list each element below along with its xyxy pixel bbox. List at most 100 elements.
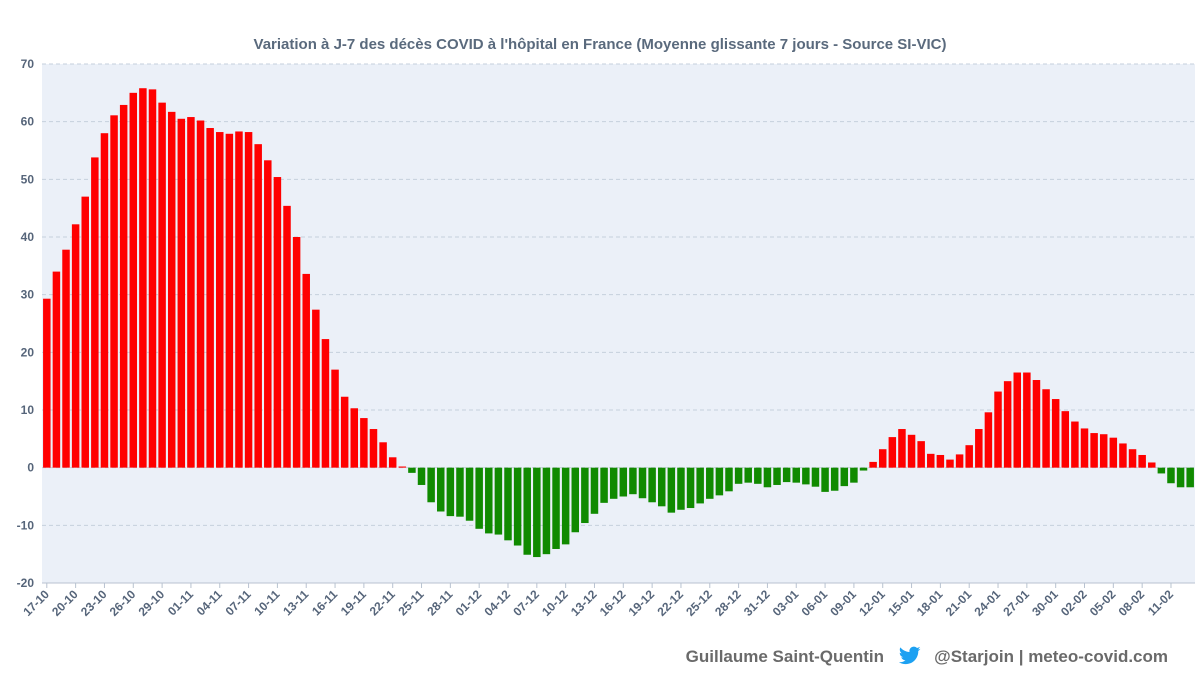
bar bbox=[283, 205, 291, 468]
bar bbox=[917, 441, 925, 468]
x-tick-label: 09-01 bbox=[827, 587, 859, 619]
bar bbox=[62, 249, 70, 468]
x-tick-label: 26-10 bbox=[107, 587, 139, 619]
bar bbox=[100, 133, 109, 468]
bar bbox=[158, 102, 166, 468]
bar bbox=[859, 467, 868, 471]
plot-area bbox=[42, 64, 1195, 583]
bar bbox=[965, 445, 973, 468]
x-tick-label: 29-10 bbox=[136, 587, 168, 619]
twitter-bird-icon bbox=[898, 646, 921, 665]
y-tick-label: 30 bbox=[21, 288, 35, 302]
bar bbox=[1148, 462, 1156, 468]
bar bbox=[408, 467, 416, 473]
x-tick-label: 20-10 bbox=[49, 587, 81, 619]
bar bbox=[888, 437, 897, 468]
bar bbox=[754, 467, 762, 484]
bar bbox=[542, 467, 551, 555]
bar bbox=[119, 104, 128, 468]
bar bbox=[43, 298, 51, 468]
x-tick-label: 01-12 bbox=[453, 587, 485, 619]
bar bbox=[907, 434, 916, 468]
bar bbox=[571, 467, 580, 533]
chart-title: Variation à J-7 des décès COVID à l'hôpi… bbox=[254, 36, 947, 53]
x-tick-label: 19-11 bbox=[338, 587, 369, 618]
x-tick-label: 19-12 bbox=[626, 587, 658, 619]
footer-credit: @Starjoin | meteo-covid.com bbox=[934, 647, 1168, 666]
x-tick-label: 05-02 bbox=[1087, 587, 1119, 619]
bar bbox=[388, 457, 397, 468]
bar bbox=[638, 467, 647, 499]
bar bbox=[427, 467, 435, 503]
bar bbox=[1128, 449, 1137, 468]
bar bbox=[657, 467, 666, 507]
bar bbox=[360, 418, 368, 468]
bar bbox=[715, 467, 724, 496]
bar bbox=[667, 467, 676, 513]
bar bbox=[609, 467, 618, 499]
bar bbox=[1023, 372, 1031, 468]
bar bbox=[196, 120, 205, 468]
bar bbox=[1186, 467, 1194, 488]
bar bbox=[456, 467, 464, 517]
bar bbox=[1003, 381, 1012, 468]
bar bbox=[994, 391, 1002, 468]
bar bbox=[1080, 428, 1089, 468]
x-axis-labels: 17-1020-1023-1026-1029-1001-1104-1107-11… bbox=[20, 583, 1176, 619]
bar bbox=[975, 429, 983, 468]
bar bbox=[523, 467, 531, 555]
bar bbox=[629, 467, 637, 495]
x-tick-label: 04-11 bbox=[194, 587, 225, 618]
x-tick-label: 10-11 bbox=[251, 587, 282, 618]
bar bbox=[81, 196, 89, 468]
y-tick-label: -20 bbox=[17, 576, 35, 590]
bar bbox=[244, 132, 253, 468]
x-tick-label: 15-01 bbox=[885, 587, 917, 619]
x-tick-label: 03-01 bbox=[770, 587, 802, 619]
x-tick-label: 17-10 bbox=[20, 587, 52, 619]
bar bbox=[946, 459, 954, 468]
bar bbox=[513, 467, 522, 546]
bar bbox=[148, 89, 157, 468]
x-tick-label: 07-12 bbox=[510, 587, 542, 619]
bar bbox=[984, 412, 993, 468]
bar bbox=[763, 467, 772, 488]
bar bbox=[331, 369, 339, 468]
bar bbox=[1051, 399, 1060, 468]
x-tick-label: 22-11 bbox=[367, 587, 398, 618]
bar bbox=[898, 429, 906, 468]
bar bbox=[437, 467, 445, 512]
bar bbox=[398, 466, 407, 468]
bar bbox=[590, 467, 599, 514]
x-tick-label: 25-11 bbox=[396, 587, 427, 618]
x-tick-label: 23-10 bbox=[78, 587, 110, 619]
bar bbox=[619, 467, 628, 497]
bar bbox=[552, 467, 560, 549]
bar bbox=[292, 237, 301, 468]
bar bbox=[706, 467, 714, 499]
x-tick-label: 16-11 bbox=[309, 587, 340, 618]
bar bbox=[475, 467, 483, 529]
bar bbox=[773, 467, 781, 485]
x-tick-label: 12-01 bbox=[856, 587, 888, 619]
bar bbox=[1061, 411, 1070, 468]
bar bbox=[696, 467, 704, 504]
bar bbox=[139, 88, 147, 468]
bar bbox=[302, 273, 310, 468]
x-tick-label: 06-01 bbox=[799, 587, 831, 619]
bar bbox=[802, 467, 810, 485]
bar bbox=[782, 467, 791, 483]
bar bbox=[1032, 380, 1041, 468]
x-tick-label: 16-12 bbox=[597, 587, 629, 619]
y-tick-label: -10 bbox=[17, 518, 35, 532]
bar bbox=[1157, 467, 1166, 474]
bar bbox=[955, 454, 964, 468]
bar bbox=[1167, 467, 1175, 484]
bar bbox=[273, 177, 282, 468]
bar bbox=[821, 467, 829, 492]
bar bbox=[206, 128, 214, 468]
x-tick-label: 28-11 bbox=[424, 587, 455, 618]
bar bbox=[1138, 454, 1146, 468]
y-tick-label: 40 bbox=[21, 230, 35, 244]
